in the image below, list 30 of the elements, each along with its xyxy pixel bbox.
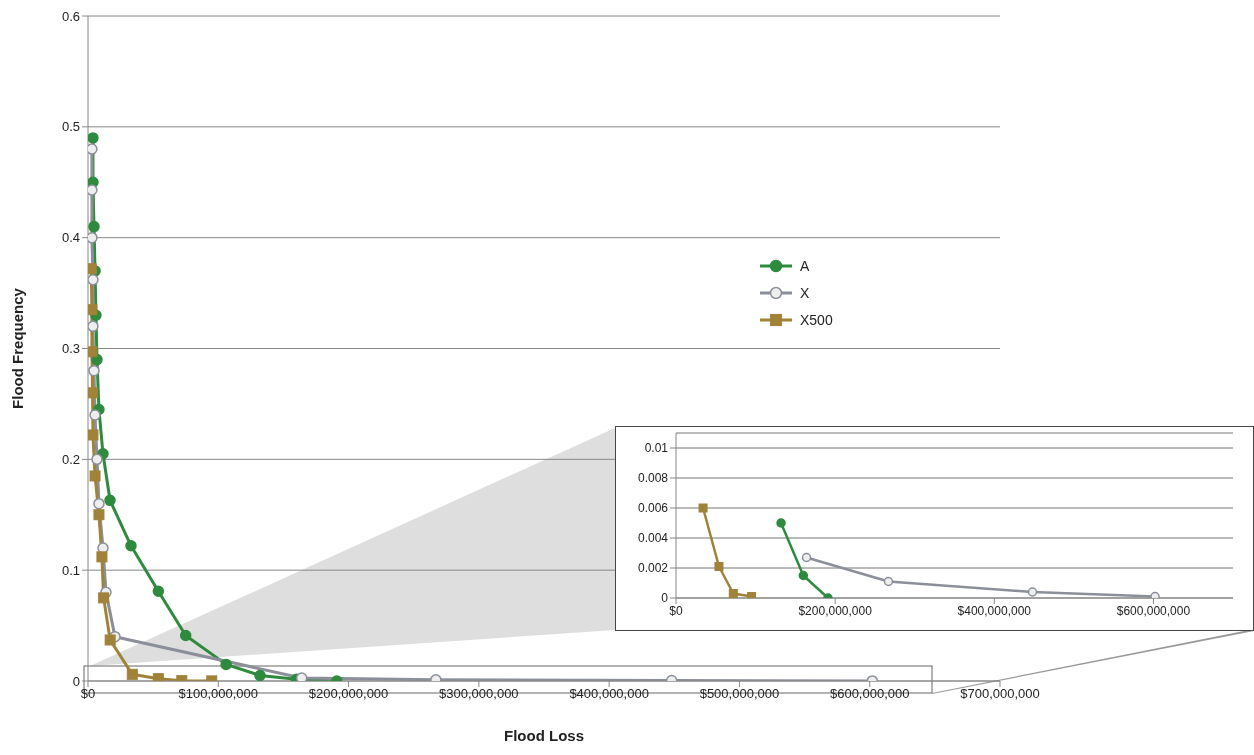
x-tick-label: $400,000,000: [957, 603, 1032, 618]
y-tick-label: 0: [661, 591, 669, 606]
x-tick-label: $200,000,000: [308, 686, 389, 702]
x-axis-title: Flood Loss: [504, 727, 584, 744]
x-tick-label: $600,000,000: [829, 686, 910, 702]
y-axis-title: Flood Frequency: [9, 287, 27, 409]
y-tick-label: 0.1: [61, 562, 80, 578]
y-tick-label: 0.002: [637, 561, 669, 576]
legend-label: X: [800, 284, 810, 301]
y-tick-label: 0.008: [637, 471, 669, 486]
x-tick-label: $0: [669, 603, 683, 618]
y-tick-label: 0.4: [61, 230, 80, 246]
y-tick-label: 0.5: [61, 119, 80, 135]
x-tick-label: $100,000,000: [178, 686, 259, 702]
y-tick-label: 0.3: [61, 341, 80, 357]
x-tick-label: $700,000,000: [960, 686, 1040, 702]
y-tick-label: 0: [72, 673, 80, 689]
y-tick-label: 0.2: [61, 451, 80, 467]
y-tick-label: 0.01: [644, 441, 669, 456]
x-tick-label: $0: [80, 686, 96, 702]
legend-label: X500: [800, 311, 833, 328]
y-tick-label: 0.004: [637, 531, 669, 546]
y-tick-label: 0.6: [61, 8, 80, 24]
x-tick-label: $200,000,000: [798, 603, 873, 618]
y-tick-label: 0.006: [637, 501, 669, 516]
legend-label: A: [800, 257, 810, 274]
x-tick-label: $400,000,000: [569, 686, 649, 702]
x-tick-label: $300,000,000: [439, 686, 519, 702]
x-tick-label: $600,000,000: [1116, 603, 1191, 618]
x-tick-label: $500,000,000: [699, 686, 780, 702]
